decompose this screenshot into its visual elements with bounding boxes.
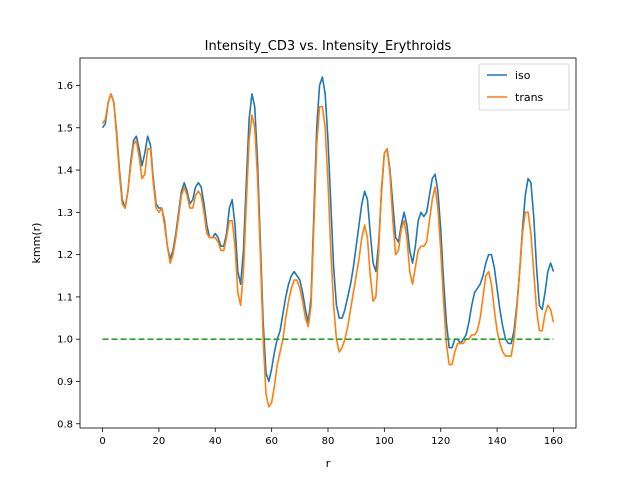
x-tick-label: 160 [544, 436, 563, 447]
legend-label-iso: iso [515, 69, 531, 82]
chart-title: Intensity_CD3 vs. Intensity_Erythroids [205, 39, 452, 54]
y-tick-label: 1.3 [57, 208, 73, 219]
y-tick-label: 1.5 [57, 123, 73, 134]
series-line-iso [101, 76, 555, 383]
y-axis-label: kmm(r) [30, 223, 43, 264]
y-tick-label: 1.4 [57, 166, 73, 177]
y-tick-label: 1.0 [57, 335, 73, 346]
y-tick-label: 0.8 [57, 419, 73, 430]
x-tick-label: 140 [488, 436, 507, 447]
series-layer [101, 76, 555, 408]
y-tick-label: 1.1 [57, 292, 73, 303]
legend-label-trans: trans [515, 91, 544, 104]
x-tick-label: 100 [375, 436, 394, 447]
x-tick-label: 80 [322, 436, 335, 447]
x-tick-label: 40 [209, 436, 222, 447]
legend: iso trans [478, 63, 570, 111]
x-tick-label: 60 [265, 436, 278, 447]
x-tick-label: 120 [431, 436, 450, 447]
x-tick-label: 20 [153, 436, 166, 447]
y-tick-label: 1.6 [57, 81, 73, 92]
x-axis-label: r [326, 457, 331, 470]
y-tick-label: 0.9 [57, 377, 73, 388]
x-axis: 0 20 40 60 80 100 120 140 160 [99, 428, 563, 447]
plot-frame [79, 57, 577, 429]
series-line-trans [101, 93, 555, 408]
y-tick-label: 1.2 [57, 250, 73, 261]
y-axis: 0.8 0.9 1.0 1.1 1.2 1.3 1.4 1.5 1.6 [57, 81, 80, 430]
x-tick-label: 0 [99, 436, 105, 447]
